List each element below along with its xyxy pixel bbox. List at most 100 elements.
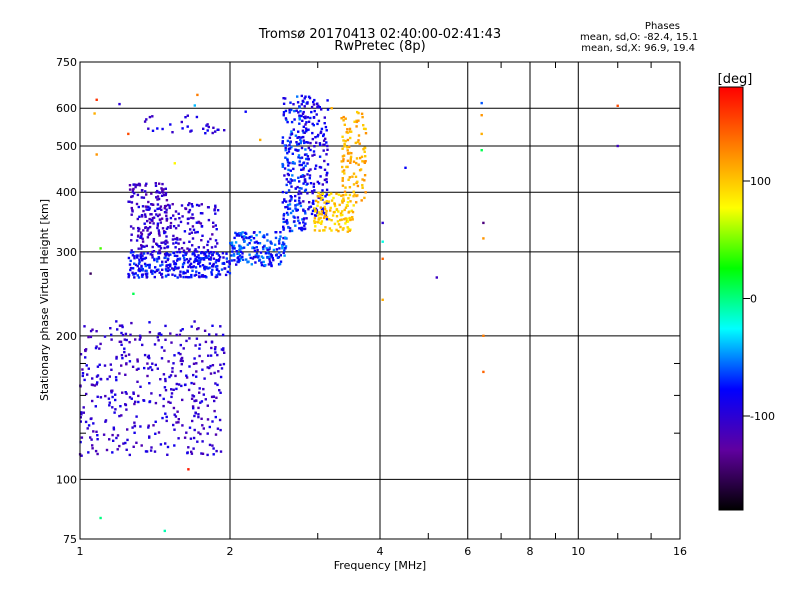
data-point <box>266 248 269 252</box>
data-point <box>303 174 306 178</box>
data-point <box>203 268 206 271</box>
data-point <box>223 129 226 132</box>
data-point <box>80 454 83 457</box>
data-point <box>204 132 207 135</box>
data-point <box>343 145 346 148</box>
data-point <box>138 334 142 337</box>
data-point <box>233 259 236 262</box>
data-point <box>325 178 328 181</box>
y-tick-label: 75 <box>63 533 77 546</box>
data-point <box>268 258 271 261</box>
data-point <box>354 141 357 145</box>
data-point <box>253 246 256 250</box>
data-point <box>218 255 222 259</box>
data-point <box>131 426 134 429</box>
data-point <box>135 239 139 242</box>
data-point <box>339 218 342 222</box>
data-point <box>195 270 198 273</box>
data-point <box>180 120 183 124</box>
data-point <box>289 141 292 144</box>
data-point <box>190 273 193 277</box>
data-point <box>361 178 364 181</box>
data-point <box>305 217 308 220</box>
data-point <box>233 247 236 250</box>
data-point <box>206 432 209 435</box>
data-point <box>192 382 196 385</box>
data-point <box>148 217 151 221</box>
data-point <box>159 264 162 267</box>
data-point <box>278 251 281 254</box>
stats-o-mode: mean, sd,O: -82.4, 15.1 <box>580 32 699 43</box>
data-point <box>202 275 206 278</box>
data-point <box>312 185 315 188</box>
data-point <box>480 114 483 117</box>
data-point <box>288 111 291 114</box>
data-point <box>130 213 133 216</box>
data-point <box>282 113 285 116</box>
data-point <box>132 187 135 191</box>
data-point <box>116 328 119 331</box>
data-point <box>219 450 223 453</box>
data-point <box>198 221 201 224</box>
data-point <box>208 443 212 447</box>
data-point <box>255 252 259 255</box>
x-tick-label: 1 <box>77 545 84 558</box>
data-point <box>128 341 131 344</box>
data-point <box>255 240 258 243</box>
data-point <box>184 207 188 211</box>
data-point <box>318 155 322 158</box>
data-point <box>333 222 337 226</box>
data-point <box>325 180 328 184</box>
data-point <box>287 173 290 177</box>
data-point <box>141 257 144 261</box>
data-point <box>180 356 184 360</box>
data-point <box>108 438 111 441</box>
data-point <box>195 362 198 365</box>
data-point <box>291 209 295 213</box>
data-point <box>313 109 316 113</box>
data-point <box>324 195 327 198</box>
data-point <box>211 324 214 327</box>
data-point <box>148 266 151 269</box>
data-point <box>341 213 344 217</box>
data-point <box>381 257 384 260</box>
data-point <box>145 269 148 273</box>
data-point <box>95 153 98 156</box>
data-point <box>181 127 184 130</box>
data-point <box>145 276 148 279</box>
data-point <box>175 333 178 337</box>
data-point <box>306 155 310 158</box>
data-point <box>287 189 291 192</box>
data-point <box>318 229 321 232</box>
data-point <box>344 206 348 209</box>
data-point <box>184 116 187 119</box>
data-point <box>312 100 315 104</box>
data-point <box>142 229 145 232</box>
data-point <box>260 261 263 264</box>
data-point <box>177 383 181 386</box>
data-point <box>193 254 197 257</box>
data-point <box>294 207 297 210</box>
data-point <box>206 404 209 407</box>
data-point <box>346 220 350 223</box>
data-point <box>282 97 285 100</box>
data-point <box>111 433 114 437</box>
data-point <box>363 150 366 153</box>
data-point <box>149 221 152 224</box>
data-point <box>148 321 151 324</box>
data-point <box>143 257 146 260</box>
data-point <box>191 405 195 408</box>
data-point <box>323 178 327 182</box>
data-point <box>162 397 165 401</box>
data-point <box>352 195 355 198</box>
data-point <box>148 382 151 385</box>
data-point <box>224 273 228 277</box>
data-point <box>181 398 184 402</box>
data-point <box>344 186 347 189</box>
data-point <box>326 99 329 102</box>
data-point <box>160 357 164 360</box>
data-point <box>108 375 111 378</box>
data-point <box>91 377 94 380</box>
data-point <box>284 97 287 100</box>
data-point <box>213 409 216 413</box>
